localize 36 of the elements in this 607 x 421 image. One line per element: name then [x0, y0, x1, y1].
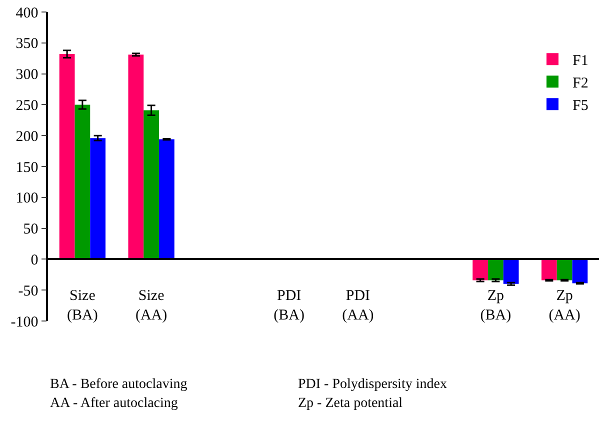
text: AA - After autoclacing	[50, 396, 178, 411]
y-tick-label: 0	[30, 252, 38, 268]
y-tick-label: 400	[16, 5, 38, 22]
bar	[90, 138, 106, 260]
bar	[128, 54, 144, 260]
bar	[503, 259, 519, 284]
text: PDI - Polydispersity index	[298, 377, 447, 392]
legend-label: F1	[572, 53, 588, 69]
legend-label: F5	[572, 98, 588, 114]
bar	[472, 259, 488, 280]
x-tick-label: PDI (AA)	[342, 288, 374, 324]
bar	[159, 139, 174, 260]
x-tick-label: Zp (BA)	[480, 288, 512, 324]
bar	[572, 259, 588, 284]
bar	[144, 110, 159, 260]
legend-label: F2	[572, 76, 588, 92]
x-tick-label: Size (BA)	[67, 288, 98, 324]
bar	[556, 259, 572, 280]
y-tick-label: -100	[10, 314, 38, 330]
y-tick-label: 100	[16, 190, 38, 207]
bar	[541, 259, 557, 280]
y-tick-label: 350	[16, 36, 38, 52]
text: Zp - Zeta potential	[298, 396, 403, 411]
x-tick-label: Size (AA)	[135, 288, 168, 324]
y-tick-label: -50	[18, 283, 38, 300]
y-tick-label: 250	[16, 98, 38, 114]
y-tick-label: 200	[16, 128, 38, 145]
x-tick-label: PDI (BA)	[274, 288, 304, 324]
y-tick-label: 50	[23, 222, 38, 238]
x-tick-label: Zp (AA)	[548, 288, 580, 324]
bar	[59, 54, 75, 260]
bar	[488, 259, 504, 280]
y-tick-label: 150	[16, 160, 38, 176]
text: BA - Before autoclaving	[50, 377, 188, 392]
bar	[74, 104, 90, 260]
y-tick-label: 300	[16, 67, 38, 84]
